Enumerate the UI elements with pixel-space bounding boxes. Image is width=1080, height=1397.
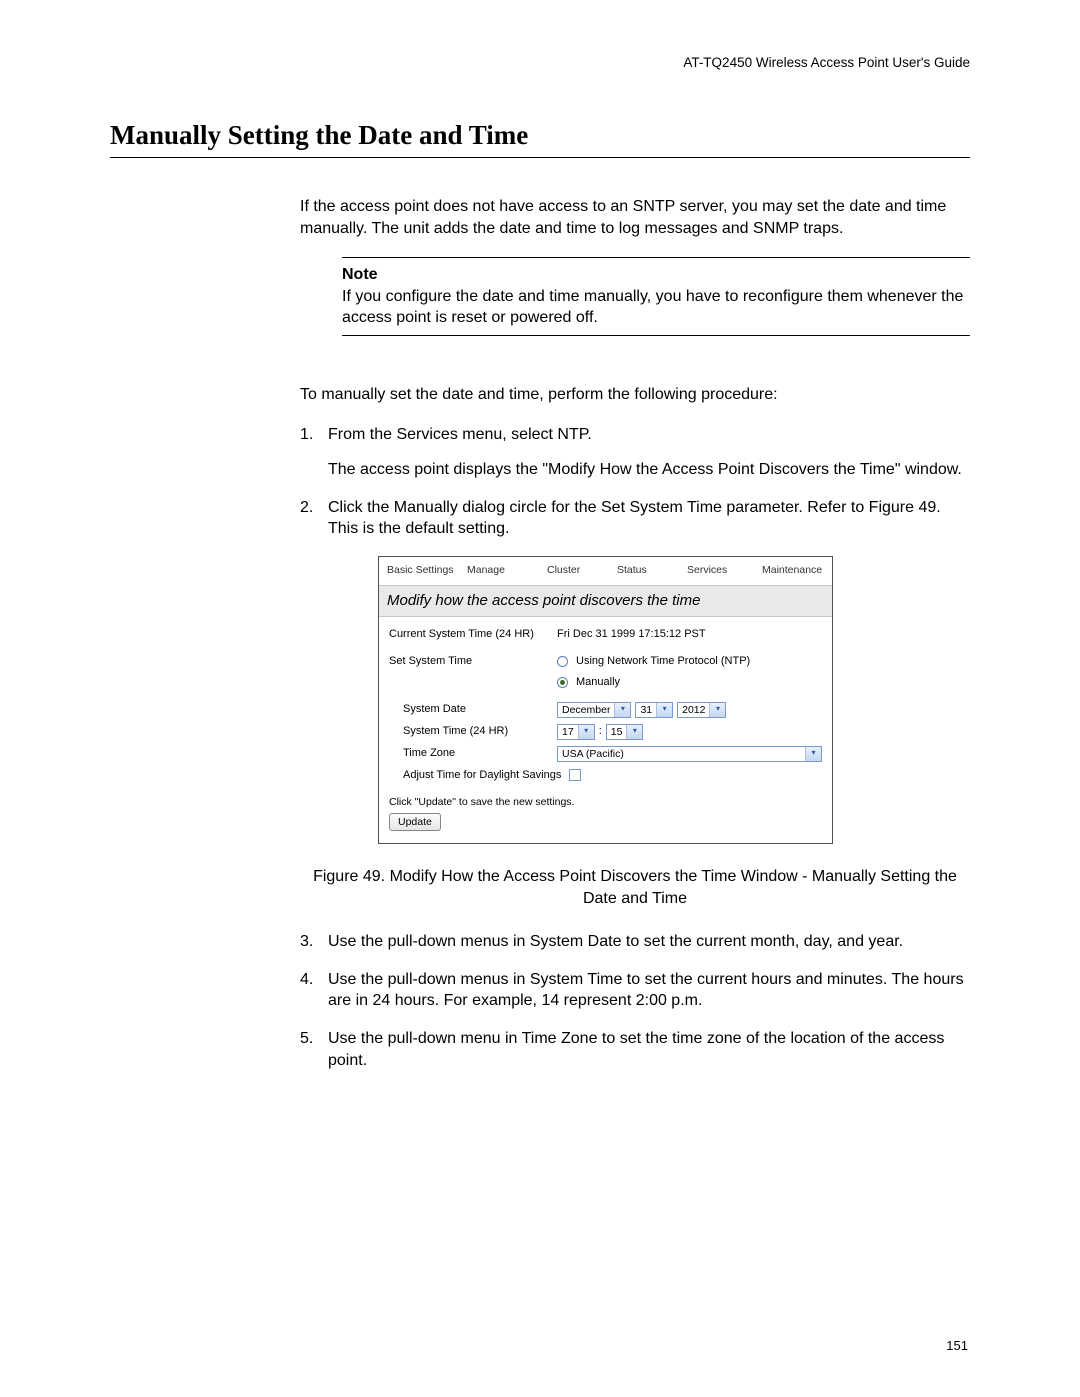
chevron-down-icon: ▾ — [626, 725, 642, 739]
update-button[interactable]: Update — [389, 813, 441, 831]
hour-select[interactable]: 17 ▾ — [557, 724, 595, 740]
tab-services[interactable]: Services — [687, 563, 762, 577]
month-select[interactable]: December ▾ — [557, 702, 631, 718]
step-4: 4. Use the pull-down menus in System Tim… — [300, 969, 970, 1012]
procedure-list: 1. From the Services menu, select NTP. T… — [300, 424, 970, 540]
radio-ntp-label: Using Network Time Protocol (NTP) — [576, 654, 750, 669]
hour-value: 17 — [558, 725, 578, 739]
row-dst: Adjust Time for Daylight Savings — [389, 768, 822, 783]
minute-value: 15 — [607, 725, 627, 739]
system-date-label: System Date — [389, 702, 557, 717]
radio-ntp[interactable] — [557, 656, 568, 667]
note-body: If you configure the date and time manua… — [342, 286, 970, 329]
current-time-label: Current System Time (24 HR) — [389, 627, 557, 642]
chevron-down-icon: ▾ — [656, 703, 672, 717]
tab-maintenance[interactable]: Maintenance — [762, 563, 822, 577]
page-number: 151 — [946, 1338, 968, 1353]
panel-title: Modify how the access point discovers th… — [379, 585, 832, 617]
chevron-down-icon: ▾ — [614, 703, 630, 717]
update-note: Click "Update" to save the new settings. — [389, 795, 822, 809]
step-number: 5. — [300, 1028, 328, 1071]
minute-select[interactable]: 15 ▾ — [606, 724, 644, 740]
step-2: 2. Click the Manually dialog circle for … — [300, 497, 970, 540]
year-select[interactable]: 2012 ▾ — [677, 702, 726, 718]
step-text: Click the Manually dialog circle for the… — [328, 497, 970, 540]
step-text: Use the pull-down menus in System Date t… — [328, 931, 970, 953]
intro-paragraph: If the access point does not have access… — [300, 196, 970, 239]
tab-cluster[interactable]: Cluster — [547, 563, 617, 577]
screenshot-figure: Basic Settings Manage Cluster Status Ser… — [378, 556, 833, 844]
row-set-system-time: Set System Time Using Network Time Proto… — [389, 654, 822, 669]
header-text: AT-TQ2450 Wireless Access Point User's G… — [110, 55, 970, 70]
step-5: 5. Use the pull-down menu in Time Zone t… — [300, 1028, 970, 1071]
note-box: Note If you configure the date and time … — [342, 257, 970, 336]
tab-status[interactable]: Status — [617, 563, 687, 577]
timezone-select[interactable]: USA (Pacific) ▾ — [557, 746, 822, 762]
dst-checkbox[interactable] — [569, 769, 581, 781]
month-value: December — [558, 703, 614, 717]
panel-body: Current System Time (24 HR) Fri Dec 31 1… — [379, 617, 832, 843]
chevron-down-icon: ▾ — [578, 725, 594, 739]
time-separator: : — [599, 724, 602, 739]
body-column: If the access point does not have access… — [300, 196, 970, 1071]
set-system-time-label: Set System Time — [389, 654, 557, 669]
step-text: Use the pull-down menu in Time Zone to s… — [328, 1028, 970, 1071]
row-current-time: Current System Time (24 HR) Fri Dec 31 1… — [389, 627, 822, 642]
page: AT-TQ2450 Wireless Access Point User's G… — [0, 0, 1080, 1397]
tab-bar: Basic Settings Manage Cluster Status Ser… — [379, 557, 832, 585]
current-time-value: Fri Dec 31 1999 17:15:12 PST — [557, 627, 822, 642]
chevron-down-icon: ▾ — [805, 747, 821, 761]
figure-container: Basic Settings Manage Cluster Status Ser… — [378, 556, 970, 844]
tab-basic-settings[interactable]: Basic Settings — [387, 563, 467, 577]
row-system-date: System Date December ▾ 31 ▾ 2012 — [389, 702, 822, 718]
year-value: 2012 — [678, 703, 709, 717]
dst-label: Adjust Time for Daylight Savings — [389, 768, 569, 783]
timezone-value: USA (Pacific) — [558, 747, 628, 761]
step-number: 4. — [300, 969, 328, 1012]
procedure-intro: To manually set the date and time, perfo… — [300, 384, 970, 406]
step-number: 1. — [300, 424, 328, 481]
step-main-text: From the Services menu, select NTP. — [328, 426, 592, 443]
procedure-list-continued: 3. Use the pull-down menus in System Dat… — [300, 931, 970, 1071]
step-3: 3. Use the pull-down menus in System Dat… — [300, 931, 970, 953]
tab-manage[interactable]: Manage — [467, 563, 547, 577]
system-time-label: System Time (24 HR) — [389, 724, 557, 739]
row-set-system-time-manual: Manually — [389, 675, 822, 690]
section-heading: Manually Setting the Date and Time — [110, 120, 970, 158]
time-zone-label: Time Zone — [389, 746, 557, 761]
radio-manual[interactable] — [557, 677, 568, 688]
day-select[interactable]: 31 ▾ — [635, 702, 673, 718]
row-time-zone: Time Zone USA (Pacific) ▾ — [389, 746, 822, 762]
chevron-down-icon: ▾ — [709, 703, 725, 717]
day-value: 31 — [636, 703, 656, 717]
note-title: Note — [342, 264, 970, 286]
step-number: 2. — [300, 497, 328, 540]
figure-caption: Figure 49. Modify How the Access Point D… — [300, 866, 970, 909]
step-text: From the Services menu, select NTP. The … — [328, 424, 970, 481]
row-system-time: System Time (24 HR) 17 ▾ : 15 ▾ — [389, 724, 822, 740]
step-1: 1. From the Services menu, select NTP. T… — [300, 424, 970, 481]
step-sub-text: The access point displays the "Modify Ho… — [328, 459, 970, 481]
step-text: Use the pull-down menus in System Time t… — [328, 969, 970, 1012]
radio-manual-label: Manually — [576, 675, 620, 690]
step-number: 3. — [300, 931, 328, 953]
